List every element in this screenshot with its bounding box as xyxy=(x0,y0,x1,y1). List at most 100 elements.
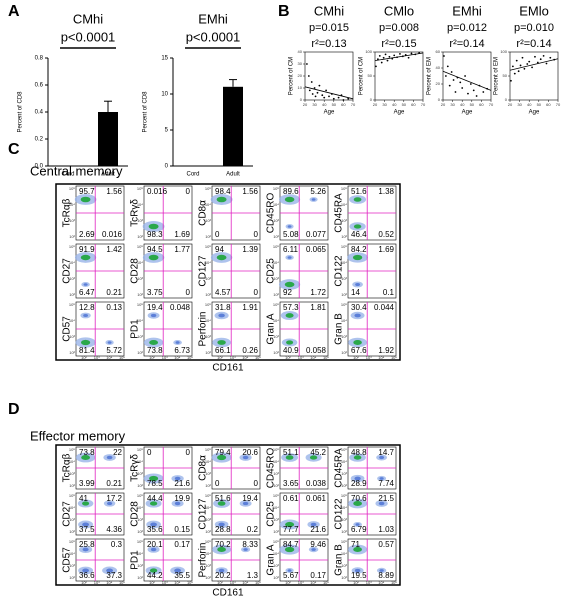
axis-tick: 10² xyxy=(205,483,211,488)
quadrant-value: 0.21 xyxy=(106,479,122,488)
axis-tick: 10² xyxy=(273,234,279,239)
axis-tick: 10⁴ xyxy=(310,355,316,360)
x-tick-label: 20 xyxy=(303,102,308,107)
y-tick-label: 0 xyxy=(370,97,373,102)
density-core xyxy=(243,548,248,551)
axis-tick: 10³ xyxy=(69,517,75,522)
x-tick-label: 70 xyxy=(351,102,356,107)
axis-tick: 10³ xyxy=(69,563,75,568)
axis-tick: 10³ xyxy=(341,218,347,223)
y-tick-label: 10 xyxy=(161,92,168,98)
quadrant-value: 46.4 xyxy=(351,230,367,239)
axis-tick: 10⁵ xyxy=(205,186,211,191)
axis-tick: 10⁵ xyxy=(273,302,279,307)
point xyxy=(513,72,516,75)
density-core xyxy=(354,476,361,481)
x-tick-label: 40 xyxy=(527,102,532,107)
x-tick-label: 50 xyxy=(332,102,337,107)
quadrant-value: 45.2 xyxy=(310,448,326,457)
axis-tick: 10⁴ xyxy=(205,551,211,556)
point xyxy=(313,87,316,89)
point xyxy=(314,95,317,98)
density-core xyxy=(309,455,318,460)
quadrant-value: 2.69 xyxy=(79,230,95,239)
quadrant-value: 0 xyxy=(254,479,259,488)
marker-label: TcRαβ xyxy=(62,198,73,227)
axis-tick: 10³ xyxy=(341,517,347,522)
quadrant-value: 3.75 xyxy=(147,288,163,297)
point xyxy=(517,70,520,73)
axis-tick: 10² xyxy=(341,292,347,297)
point xyxy=(450,71,453,73)
panel-title: Central memory xyxy=(30,163,123,178)
chart-title: CMhi xyxy=(73,11,103,26)
quadrant-value: 21.6 xyxy=(310,525,326,534)
point xyxy=(464,75,466,77)
trend-line xyxy=(509,58,559,71)
axis-tick: 10³ xyxy=(137,334,143,339)
point xyxy=(549,56,552,59)
axis-tick: 10² xyxy=(341,483,347,488)
point xyxy=(347,97,350,100)
axis-tick: 10³ xyxy=(137,563,143,568)
x-axis-label: Age xyxy=(529,110,540,116)
stat: r²=0.13 xyxy=(311,38,346,50)
marker-label: CD57 xyxy=(62,547,73,573)
stat: r²=0.14 xyxy=(449,38,484,50)
axis-tick: 10⁴ xyxy=(205,459,211,464)
axis-tick: 10⁵ xyxy=(69,244,75,249)
x-axis-label: Age xyxy=(394,110,405,116)
point xyxy=(376,58,379,61)
axis-tick: 10² xyxy=(341,350,347,355)
axis-tick: 10⁴ xyxy=(341,318,347,323)
axis-tick: 10² xyxy=(69,575,75,580)
axis-tick: 10² xyxy=(285,580,291,585)
point xyxy=(452,79,455,81)
axis-tick: 10³ xyxy=(273,276,279,281)
y-tick-label: 0 xyxy=(438,97,441,102)
quadrant-value: 0.15 xyxy=(174,525,190,534)
density-core xyxy=(242,455,249,460)
axis-tick: 10⁵ xyxy=(323,580,329,585)
point xyxy=(454,91,457,93)
density-core xyxy=(285,521,295,528)
axis-tick: 10⁵ xyxy=(69,539,75,544)
density-core xyxy=(284,546,295,553)
quadrant-value: 36.6 xyxy=(79,571,95,580)
x-tick-label: Cord xyxy=(61,172,74,178)
marker-label: Gran A xyxy=(266,313,277,344)
axis-tick: 10² xyxy=(69,292,75,297)
quadrant-value: 20.2 xyxy=(215,571,231,580)
axis-tick: 10³ xyxy=(273,563,279,568)
quadrant-value: 22 xyxy=(113,448,122,457)
density-core xyxy=(379,569,384,572)
density-core xyxy=(355,523,360,526)
quadrant-value: 7.74 xyxy=(378,479,394,488)
point xyxy=(528,60,531,63)
axis-tick: 10³ xyxy=(162,580,168,585)
quadrant-value: 9.46 xyxy=(310,540,326,549)
axis-tick: 10⁴ xyxy=(137,505,143,510)
axis-tick: 10² xyxy=(69,529,75,534)
x-tick-label: 70 xyxy=(489,102,494,107)
quadrant-value: 0 xyxy=(215,479,220,488)
quadrant-value: 1.38 xyxy=(378,187,394,196)
point xyxy=(382,56,385,59)
marker-label: Gran A xyxy=(266,544,277,575)
marker-label: CD27 xyxy=(62,501,73,527)
density-core xyxy=(150,522,157,527)
quadrant-value: 19.5 xyxy=(351,571,367,580)
axis-tick: 10⁴ xyxy=(242,580,248,585)
x-tick-label: 50 xyxy=(537,102,542,107)
quadrant-value: 30.4 xyxy=(351,303,367,312)
quadrant-value: 1.81 xyxy=(310,303,326,312)
axis-tick: 10³ xyxy=(162,355,168,360)
density-core xyxy=(80,339,91,346)
quadrant-value: 28.9 xyxy=(351,479,367,488)
point xyxy=(318,84,321,87)
plot-frame xyxy=(442,51,492,101)
quadrant-value: 0.038 xyxy=(306,479,327,488)
y-tick-label: 0 xyxy=(165,164,169,170)
chart-title: EMhi xyxy=(452,3,482,18)
axis-tick: 10³ xyxy=(137,517,143,522)
